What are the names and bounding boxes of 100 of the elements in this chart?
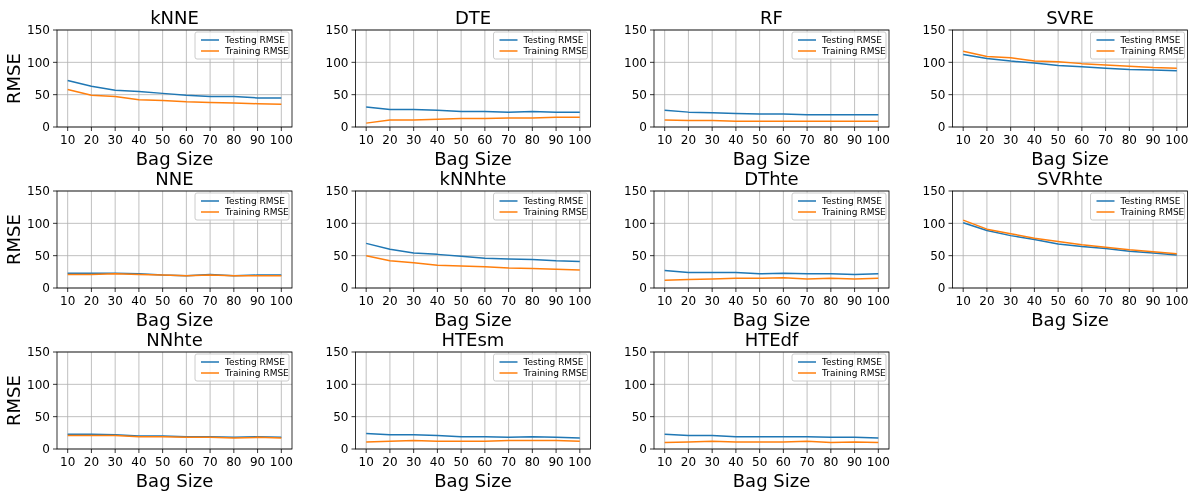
y-tick-label: 50	[333, 248, 349, 263]
x-tick-label: 10	[358, 294, 374, 308]
x-tick-label: 90	[846, 133, 863, 147]
x-tick-label: 10	[657, 455, 673, 469]
x-tick-label: 90	[249, 294, 266, 308]
x-tick-label: 30	[406, 455, 422, 469]
y-tick-label: 0	[42, 281, 50, 296]
y-tick-label: 50	[930, 87, 946, 102]
y-tick-label: 150	[325, 184, 349, 199]
y-tick-label: 50	[631, 248, 647, 263]
y-tick-label: 150	[27, 184, 50, 199]
y-tick-label: 100	[325, 55, 349, 70]
x-tick-label: 100	[269, 133, 293, 147]
x-tick-label: 70	[799, 133, 815, 147]
legend-label: Testing RMSE	[821, 196, 883, 207]
x-tick-label: 50	[1050, 133, 1066, 147]
chart-title: kNNE	[150, 7, 199, 28]
x-tick-label: 10	[955, 294, 971, 308]
y-tick-label: 150	[922, 23, 946, 38]
line-series	[365, 254, 581, 271]
y-tick-label: 150	[922, 184, 946, 199]
legend-label: Testing RMSE	[224, 357, 286, 368]
chart-title: NNE	[155, 168, 194, 189]
x-tick-label: 10	[60, 294, 76, 308]
chart-title: SVRhte	[1037, 168, 1103, 189]
legend-label: Training RMSE	[522, 207, 588, 218]
x-tick-label: 80	[823, 455, 839, 469]
x-tick-label: 40	[728, 133, 744, 147]
x-tick-label: 70	[1097, 294, 1114, 308]
legend-label: Testing RMSE	[522, 35, 584, 46]
legend-label: Testing RMSE	[522, 357, 584, 368]
x-tick-label: 40	[728, 455, 744, 469]
chart-title: NNhte	[146, 329, 203, 350]
x-tick-label: 50	[154, 294, 171, 308]
x-tick-label: 70	[500, 133, 517, 147]
legend-label: Testing RMSE	[1119, 35, 1181, 46]
x-axis-title: Bag Size	[135, 309, 214, 330]
x-tick-label: 40	[429, 133, 446, 147]
x-tick-label: 70	[500, 294, 517, 308]
y-tick-label: 50	[34, 248, 50, 263]
x-tick-label: 80	[823, 294, 839, 308]
legend-label: Training RMSE	[1119, 207, 1185, 218]
x-tick-label: 10	[358, 455, 374, 469]
legend-label: Training RMSE	[224, 368, 290, 379]
x-axis-title: Bag Size	[434, 470, 512, 491]
y-tick-label: 0	[340, 120, 349, 135]
x-tick-label: 20	[382, 294, 398, 308]
x-tick-label: 30	[107, 294, 123, 308]
y-tick-label: 100	[325, 216, 349, 231]
y-axis-title: RMSE	[3, 53, 24, 104]
x-tick-label: 10	[657, 133, 673, 147]
x-tick-label: 80	[226, 455, 242, 469]
x-tick-label: 20	[83, 455, 100, 469]
x-tick-label: 30	[1003, 133, 1019, 147]
x-axis-title: Bag Size	[1031, 148, 1109, 169]
x-tick-label: 40	[131, 294, 147, 308]
y-tick-label: 100	[27, 55, 50, 70]
x-tick-label: 70	[500, 455, 517, 469]
y-tick-label: 50	[34, 409, 50, 424]
x-tick-label: 70	[202, 294, 218, 308]
x-tick-label: 60	[178, 455, 195, 469]
y-tick-label: 150	[325, 345, 349, 360]
x-tick-label: 30	[704, 455, 720, 469]
x-tick-label: 50	[453, 455, 469, 469]
x-axis-title: Bag Size	[135, 148, 214, 169]
x-tick-label: 50	[453, 294, 469, 308]
legend-label: Training RMSE	[1119, 46, 1185, 57]
x-tick-label: 90	[548, 294, 564, 308]
x-tick-label: 40	[131, 455, 147, 469]
x-tick-label: 30	[1003, 294, 1019, 308]
x-tick-label: 100	[866, 455, 890, 469]
legend-label: Testing RMSE	[1119, 196, 1181, 207]
x-tick-label: 90	[548, 133, 564, 147]
y-tick-label: 0	[340, 281, 349, 296]
chart-title: HTEsm	[441, 329, 505, 350]
x-tick-label: 20	[382, 133, 398, 147]
y-tick-label: 150	[27, 23, 50, 38]
y-tick-label: 50	[631, 87, 647, 102]
x-tick-label: 70	[799, 294, 815, 308]
legend-label: Training RMSE	[821, 46, 887, 57]
y-tick-label: 0	[639, 281, 647, 296]
y-tick-label: 100	[922, 216, 946, 231]
legend-label: Training RMSE	[522, 46, 588, 57]
x-tick-label: 70	[202, 133, 218, 147]
x-tick-label: 20	[979, 133, 995, 147]
x-tick-label: 90	[846, 455, 863, 469]
x-tick-label: 100	[866, 294, 890, 308]
chart-title: HTEdf	[744, 329, 799, 350]
x-tick-label: 80	[524, 455, 540, 469]
x-axis-title: Bag Size	[135, 470, 214, 491]
x-tick-label: 30	[107, 455, 123, 469]
x-tick-label: 20	[680, 133, 697, 147]
y-tick-label: 0	[639, 120, 647, 135]
x-tick-label: 50	[154, 455, 171, 469]
y-tick-label: 100	[922, 55, 946, 70]
legend-label: Training RMSE	[224, 207, 290, 218]
x-tick-label: 50	[751, 133, 768, 147]
x-tick-label: 40	[1026, 133, 1043, 147]
line-series	[66, 79, 283, 99]
x-tick-label: 60	[477, 294, 493, 308]
